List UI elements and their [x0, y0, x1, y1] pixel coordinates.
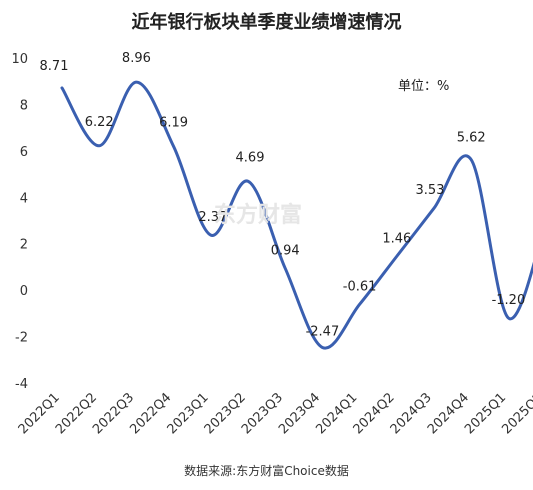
data-label: 0.94: [271, 243, 300, 258]
data-label: -1.20: [492, 293, 526, 308]
data-label: 8.96: [122, 51, 151, 66]
y-tick-label: 0: [20, 284, 28, 299]
label-layer: 8.71 6.22 8.96 6.19 2.37 4.69 0.94 -2.47 -0.61 1.…: [40, 51, 533, 350]
source-note: 数据来源:东方财富Choice数据: [184, 464, 349, 478]
chart-title: 近年银行板块单季度业绩增速情况: [131, 12, 402, 33]
data-label: 6.22: [85, 115, 114, 130]
data-label: 3.53: [416, 183, 445, 198]
y-tick-label: 8: [20, 98, 28, 113]
unit-label: 单位：%: [398, 79, 449, 94]
y-tick-label: 4: [20, 191, 28, 206]
watermark: 东方财富: [214, 202, 302, 228]
data-label: 5.62: [457, 131, 486, 146]
y-tick-label: -4: [15, 377, 28, 392]
data-label: 1.46: [382, 231, 411, 246]
data-label: 8.71: [40, 59, 69, 74]
series-line: [60, 80, 533, 350]
y-tick-label: 6: [20, 145, 28, 160]
y-tick-label: 2: [20, 238, 28, 253]
data-label: 6.19: [159, 115, 188, 130]
data-label: 4.69: [236, 150, 265, 165]
data-label: -0.61: [343, 279, 377, 294]
y-tick-label: 10: [11, 52, 28, 67]
data-label: 2.37: [198, 210, 227, 225]
data-label: -2.47: [306, 324, 340, 339]
y-tick-label: -2: [15, 331, 28, 346]
